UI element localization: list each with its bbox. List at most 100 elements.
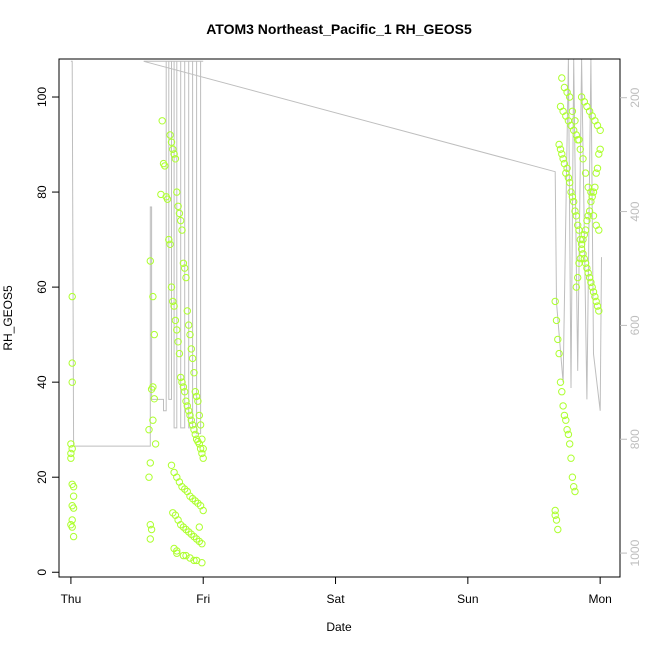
data-point: [568, 193, 577, 201]
data-point: [151, 440, 160, 448]
data-point: [199, 506, 207, 515]
data-point: [186, 492, 194, 500]
data-point: [568, 473, 577, 481]
x-tick-label: Thu: [61, 592, 82, 606]
data-point: [67, 449, 75, 458]
data-point: [589, 188, 598, 196]
x-tick-label: Mon: [588, 592, 611, 606]
data-point: [585, 207, 594, 215]
data-point: [68, 516, 76, 524]
data-point: [169, 509, 177, 517]
data-point: [191, 430, 200, 439]
data-point: [179, 523, 188, 531]
data-point: [580, 254, 588, 263]
data-point: [173, 188, 181, 196]
data-point: [185, 321, 193, 329]
data-point: [185, 528, 193, 536]
data-point: [173, 326, 181, 334]
data-point: [169, 145, 177, 154]
data-point: [567, 188, 575, 196]
data-point: [588, 193, 596, 201]
y-axis-right: 200 400 600 800 1000: [620, 87, 642, 566]
data-point: [166, 240, 174, 249]
data-point: [566, 440, 574, 448]
data-point: [167, 138, 176, 146]
data-point: [190, 426, 198, 434]
data-point: [146, 459, 155, 467]
data-point: [175, 209, 184, 218]
y2-tick-label: 1000: [628, 539, 642, 566]
data-point: [593, 302, 602, 310]
data-point: [170, 468, 178, 477]
data-point: [571, 487, 579, 496]
data-point: [177, 216, 185, 225]
data-point: [595, 150, 603, 158]
data-point: [556, 378, 565, 386]
data-point: [161, 162, 169, 170]
data-point: [568, 107, 577, 116]
data-point: [596, 145, 604, 154]
data-point: [551, 297, 559, 306]
data-point: [182, 551, 190, 560]
data-point: [68, 292, 76, 301]
data-point: [555, 349, 563, 358]
data-point: [181, 485, 189, 493]
data-point: [185, 407, 193, 415]
data-point: [583, 216, 591, 225]
chart-title: ATOM3 Northeast_Pacific_1 RH_GEOS5: [206, 21, 472, 37]
data-point: [558, 74, 566, 82]
data-point: [69, 492, 78, 500]
data-point: [199, 445, 207, 453]
data-point: [191, 388, 200, 396]
data-point: [585, 273, 594, 282]
x-tick-label: Fri: [196, 592, 210, 606]
data-point: [552, 516, 561, 524]
data-point: [182, 273, 190, 282]
data-point: [68, 445, 76, 453]
data-point: [563, 164, 571, 173]
data-point: [571, 117, 579, 125]
data-point: [67, 454, 75, 462]
y2-tick-label: 600: [628, 315, 642, 335]
y-tick-label: 80: [35, 185, 49, 199]
data-point: [580, 231, 588, 239]
data-point: [195, 411, 204, 420]
y-axis-left: 0 20 40 60 80 100: [35, 87, 59, 576]
data-point: [559, 402, 567, 410]
data-point: [166, 131, 174, 139]
data-point: [149, 292, 157, 301]
data-point: [560, 411, 569, 420]
data-point: [196, 445, 205, 453]
data-point: [150, 395, 159, 403]
pressure-line-layer: [70, 58, 602, 447]
data-point: [579, 250, 587, 258]
data-point: [178, 378, 186, 386]
data-point: [570, 483, 578, 491]
data-point: [165, 235, 173, 244]
data-point: [195, 537, 204, 546]
data-point: [596, 126, 604, 135]
data-point: [178, 226, 186, 234]
data-point: [190, 532, 198, 541]
y-tick-label: 40: [35, 375, 49, 389]
data-point: [587, 197, 595, 206]
data-point: [567, 454, 575, 462]
pressure-line: [70, 58, 602, 447]
y2-tick-label: 400: [628, 201, 642, 221]
data-point: [572, 283, 580, 291]
data-point: [198, 559, 206, 567]
data-point: [167, 461, 176, 469]
data-point: [579, 155, 587, 163]
data-point: [592, 297, 600, 306]
data-point: [195, 523, 204, 531]
data-point: [564, 430, 573, 439]
data-point: [564, 174, 573, 182]
data-point: [566, 93, 574, 101]
data-point: [595, 307, 603, 315]
data-point: [581, 259, 590, 267]
x-axis: Thu Fri Sat Sun Mon: [61, 576, 612, 606]
data-point: [576, 235, 584, 244]
data-point: [574, 136, 582, 144]
y-tick-label: 100: [35, 87, 49, 107]
data-point: [68, 378, 76, 386]
